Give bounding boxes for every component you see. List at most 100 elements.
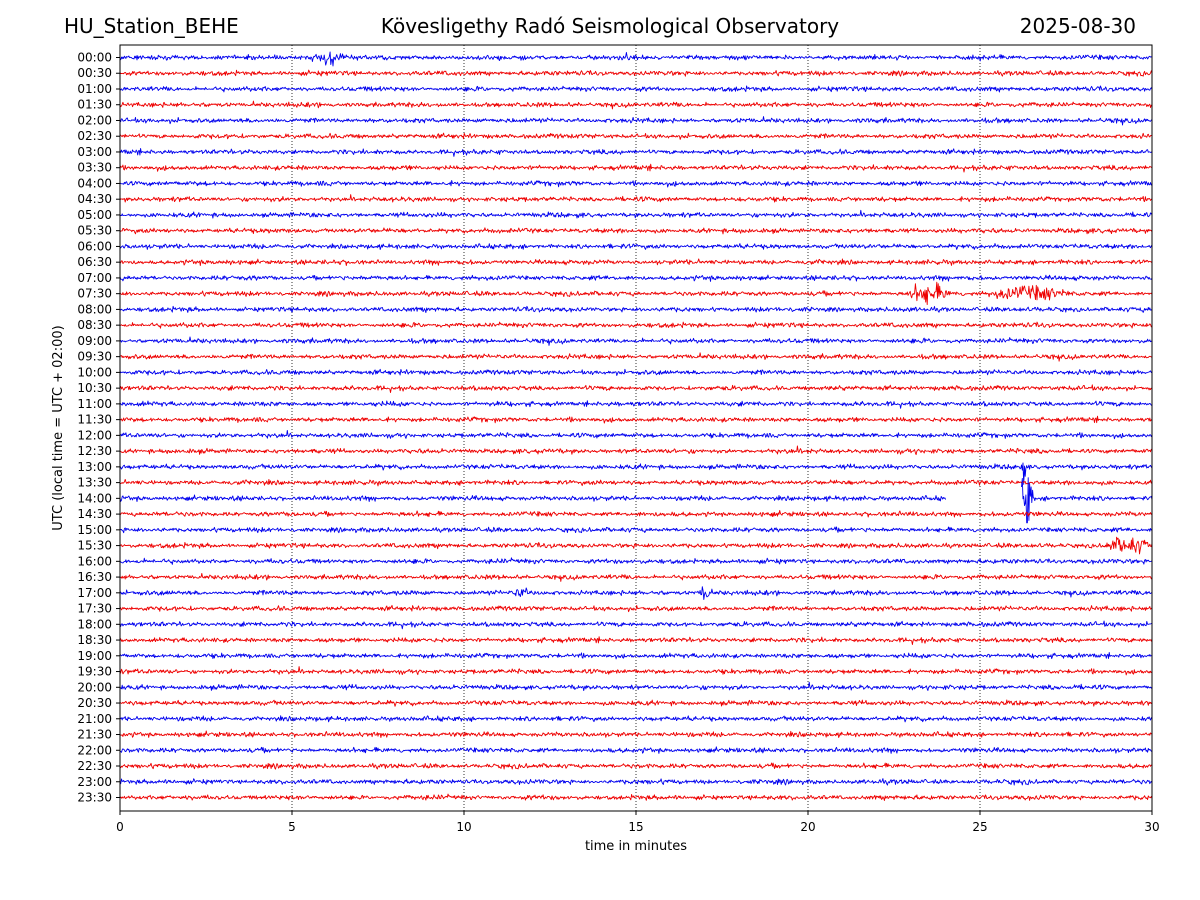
row-label-1600: 16:00	[77, 554, 112, 568]
x-tick-label: 5	[288, 820, 296, 834]
trace-0600	[119, 243, 1153, 250]
trace-2230	[119, 762, 1153, 770]
trace-0430	[119, 194, 1153, 203]
row-label-0000: 00:00	[77, 51, 112, 65]
trace-2000	[119, 681, 1153, 692]
trace-1030	[119, 384, 1153, 394]
row-label-1330: 13:30	[77, 476, 112, 490]
row-label-1030: 10:30	[77, 381, 112, 395]
trace-1130	[119, 415, 1153, 424]
row-label-0400: 04:00	[77, 176, 112, 190]
trace-1800	[119, 620, 1152, 630]
trace-0130	[119, 100, 1153, 110]
trace-2300	[119, 778, 1153, 786]
row-label-1200: 12:00	[77, 428, 112, 442]
trace-1830	[119, 636, 1153, 645]
x-axis-ticks: 0 5 10 15 20 25 30	[116, 811, 1160, 834]
trace-0830	[119, 321, 1153, 329]
chart-date: 2025-08-30	[1019, 14, 1136, 38]
row-label-0800: 08:00	[77, 302, 112, 316]
x-tick-label: 0	[116, 820, 124, 834]
row-label-1300: 13:00	[77, 460, 112, 474]
row-label-1230: 12:30	[77, 444, 112, 458]
row-label-0100: 01:00	[77, 82, 112, 96]
row-label-1900: 19:00	[77, 649, 112, 663]
trace-1300	[119, 462, 1153, 485]
trace-1430	[119, 509, 1153, 518]
row-label-1430: 14:30	[77, 507, 112, 521]
row-label-0430: 04:30	[77, 192, 112, 206]
trace-0400	[119, 180, 1153, 188]
row-label-1130: 11:30	[77, 413, 112, 427]
trace-0300	[119, 148, 1153, 157]
trace-2200	[119, 746, 1153, 754]
row-label-2130: 21:30	[77, 728, 112, 742]
chart-title: Kövesligethy Radó Seismological Observat…	[380, 14, 840, 38]
row-label-0330: 03:30	[77, 161, 112, 175]
row-label-0600: 06:00	[77, 239, 112, 253]
trace-0630	[119, 258, 1153, 267]
row-label-1530: 15:30	[77, 539, 112, 553]
row-label-1000: 10:00	[77, 365, 112, 379]
trace-0100	[119, 85, 1153, 93]
row-label-0030: 00:30	[77, 66, 112, 80]
row-label-0900: 09:00	[77, 334, 112, 348]
row-label-0130: 01:30	[77, 98, 112, 112]
trace-2130	[119, 730, 1153, 738]
row-label-0500: 05:00	[77, 208, 112, 222]
y-axis-label: UTC (local time = UTC + 02:00)	[51, 325, 66, 530]
trace-0000	[119, 51, 1153, 67]
x-tick-label: 25	[972, 820, 987, 834]
row-label-1830: 18:30	[77, 633, 112, 647]
trace-2030	[119, 699, 1153, 707]
row-label-2000: 20:00	[77, 680, 112, 694]
x-axis-label: time in minutes	[585, 839, 687, 854]
trace-1400	[119, 477, 1153, 524]
trace-0230	[119, 132, 1153, 140]
row-label-1100: 11:00	[77, 397, 112, 411]
row-label-2200: 22:00	[77, 743, 112, 757]
trace-2330	[119, 793, 1153, 801]
row-label-0730: 07:30	[77, 287, 112, 301]
row-label-1800: 18:00	[77, 617, 112, 631]
trace-1500	[120, 526, 1153, 534]
row-label-1400: 14:00	[77, 491, 112, 505]
trace-0330	[119, 163, 1153, 173]
trace-1530	[119, 536, 1153, 555]
row-label-1930: 19:30	[77, 665, 112, 679]
trace-0530	[119, 227, 1153, 235]
trace-1230	[119, 445, 1153, 456]
row-label-1630: 16:30	[77, 570, 112, 584]
x-tick-label: 30	[1144, 820, 1159, 834]
row-label-0230: 02:30	[77, 129, 112, 143]
trace-1600	[119, 557, 1153, 565]
trace-1100	[119, 400, 1153, 409]
row-label-2100: 21:00	[77, 712, 112, 726]
row-label-0700: 07:00	[77, 271, 112, 285]
trace-1930	[119, 666, 1153, 676]
x-tick-label: 20	[800, 820, 815, 834]
row-label-0530: 05:30	[77, 224, 112, 238]
row-label-2230: 22:30	[77, 759, 112, 773]
row-label-0300: 03:00	[77, 145, 112, 159]
row-label-1700: 17:00	[77, 586, 112, 600]
row-label-0630: 06:30	[77, 255, 112, 269]
row-label-0930: 09:30	[77, 350, 112, 364]
trace-0200	[119, 116, 1153, 126]
grid-lines	[291, 45, 981, 811]
trace-0030	[119, 69, 1153, 77]
trace-1730	[119, 604, 1153, 613]
row-label-0830: 08:30	[77, 318, 112, 332]
trace-0700	[119, 274, 1153, 282]
row-label-2300: 23:00	[77, 775, 112, 789]
trace-0900	[119, 336, 1153, 346]
seismogram-traces	[119, 51, 1153, 801]
trace-1700	[120, 586, 1153, 600]
trace-0800	[119, 305, 1153, 314]
x-tick-label: 15	[628, 820, 643, 834]
trace-2100	[119, 715, 1153, 723]
trace-0730	[119, 281, 1153, 306]
trace-0500	[119, 209, 1153, 219]
